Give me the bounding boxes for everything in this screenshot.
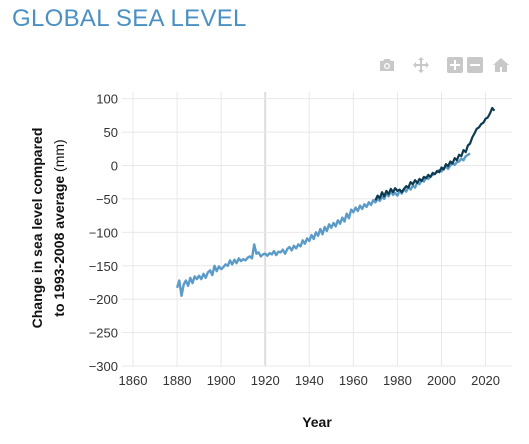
home-icon[interactable] (492, 56, 510, 74)
y-tick-labels: 100 50 0 −50 −100 −150 −200 −250 −300 (89, 92, 118, 374)
y-axis-title-line2: to 1993-2008 average (mm) (51, 139, 67, 316)
pan-icon[interactable] (412, 56, 430, 74)
y-tick-label: −50 (96, 192, 118, 207)
y-tick-label: −150 (89, 259, 118, 274)
x-axis-title: Year (302, 414, 332, 430)
x-tick-label: 1920 (251, 373, 280, 388)
x-tick-label: 1960 (339, 373, 368, 388)
camera-icon[interactable] (378, 56, 396, 74)
y-tick-label: −300 (89, 359, 118, 374)
x-tick-label: 1860 (119, 373, 148, 388)
chart-toolbar (378, 56, 518, 74)
series-lines (175, 106, 496, 297)
page-title: GLOBAL SEA LEVEL (12, 5, 247, 32)
x-gridlines (132, 92, 487, 366)
y-tick-label: 100 (96, 92, 118, 107)
zoom-out-icon[interactable] (466, 56, 484, 74)
x-tick-label: 2020 (471, 373, 500, 388)
x-tick-label: 1980 (383, 373, 412, 388)
x-tick-labels: 1860 1880 1900 1920 1940 1960 1980 2000 2020 (119, 373, 500, 388)
y-tick-label: −250 (89, 326, 118, 341)
y-tick-label: −200 (89, 292, 118, 307)
x-tick-label: 1880 (163, 373, 192, 388)
y-axis-title-line1: Change in sea level compared (29, 128, 45, 329)
x-tick-label: 2000 (427, 373, 456, 388)
x-tick-label: 1940 (295, 373, 324, 388)
x-tick-label: 1900 (207, 373, 236, 388)
y-tick-label: 0 (111, 159, 118, 174)
series-line (374, 106, 496, 201)
zoom-in-icon[interactable] (446, 56, 464, 74)
y-tick-label: −100 (89, 225, 118, 240)
y-tick-label: 50 (104, 125, 118, 140)
